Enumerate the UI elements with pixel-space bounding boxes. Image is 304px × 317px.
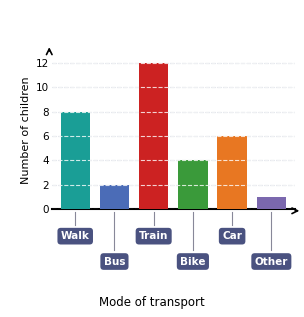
Bar [178,160,208,209]
Bar [100,185,129,209]
Text: Bike: Bike [180,256,206,267]
Text: How children in class 4B travel to school: How children in class 4B travel to schoo… [17,17,287,30]
Text: Bus: Bus [104,256,125,267]
Text: Walk: Walk [61,231,90,241]
Bar [60,112,90,209]
Y-axis label: Number of children: Number of children [22,76,32,184]
Text: Car: Car [222,231,242,241]
Text: Train: Train [139,231,168,241]
Text: Mode of transport: Mode of transport [99,296,205,309]
Text: Other: Other [255,256,288,267]
Bar [217,136,247,209]
Bar [257,197,286,209]
Bar [139,63,168,209]
